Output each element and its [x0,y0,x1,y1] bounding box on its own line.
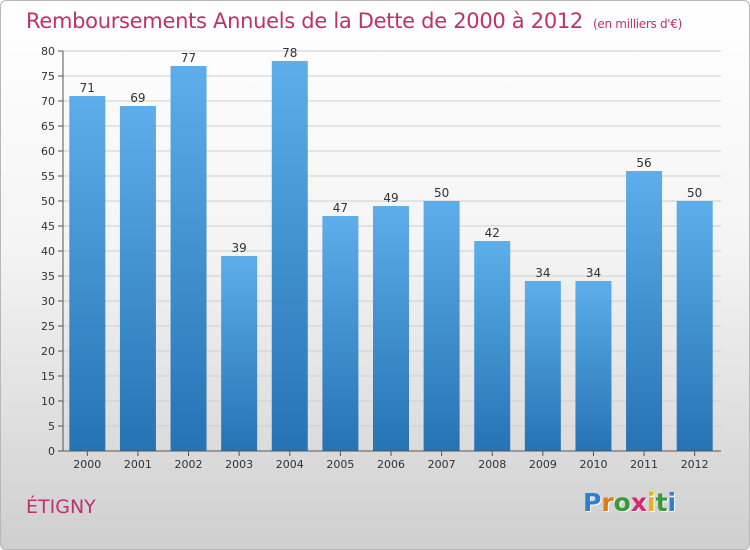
bar [676,201,713,451]
y-tick-label: 10 [41,395,55,408]
chart-subtitle: (en milliers d'€) [593,17,683,31]
y-tick-label: 75 [41,70,55,83]
y-tick-label: 55 [41,170,55,183]
x-tick-label: 2010 [579,458,607,471]
bar-value-label: 34 [535,266,550,280]
y-tick-label: 15 [41,370,55,383]
y-tick-label: 40 [41,245,55,258]
bar [221,256,258,451]
bar-value-label: 69 [130,91,145,105]
y-tick-label: 80 [41,45,55,58]
bar [170,66,207,451]
y-tick-label: 70 [41,95,55,108]
logo-letter: r [601,488,614,517]
bar [373,206,409,451]
y-tick-label: 30 [41,295,55,308]
logo-letter: o [613,488,631,517]
x-tick-label: 2008 [478,458,506,471]
bar-value-label: 56 [636,156,651,170]
bar [119,106,156,451]
x-tick-label: 2006 [377,458,405,471]
x-tick-label: 2009 [529,458,557,471]
bar-value-label: 42 [485,226,500,240]
y-tick-label: 60 [41,145,55,158]
bar-value-label: 50 [687,186,702,200]
bar [626,171,663,451]
logo-letter: i [647,488,656,517]
y-tick-label: 45 [41,220,55,233]
chart-title-text: Remboursements Annuels de la Dette de 20… [26,9,583,33]
logo-letter: x [630,488,647,517]
y-tick-label: 65 [41,120,55,133]
bar-value-label: 39 [232,241,247,255]
x-tick-label: 2007 [428,458,456,471]
commune-name: ÉTIGNY [26,496,96,518]
bar-value-label: 47 [333,201,348,215]
x-tick-label: 2003 [225,458,253,471]
bar [474,241,511,451]
bar-value-label: 49 [383,191,398,205]
axes: 0 5 10 15 20 25 30 35 40 45 50 55 60 65 70 75 80 2000 2001… [41,45,721,471]
x-tick-label: 2001 [124,458,152,471]
y-tick-label: 5 [48,420,55,433]
logo-letter: i [667,488,677,517]
y-tick-label: 20 [41,345,55,358]
bar-value-label: 34 [586,266,601,280]
logo-letter: P [583,488,602,517]
y-tick-label: 0 [48,445,55,458]
bar-value-label: 50 [434,186,449,200]
y-tick-label: 50 [41,195,55,208]
x-tick-label: 2002 [175,458,203,471]
x-tick-label: 2012 [681,458,709,471]
chart-title: Remboursements Annuels de la Dette de 20… [26,9,682,33]
bar [524,281,561,451]
x-tick-label: 2000 [73,458,101,471]
x-tick-label: 2005 [326,458,354,471]
bar-value-label: 78 [282,46,297,60]
bar [271,61,308,451]
x-tick-label: 2011 [630,458,658,471]
bar [69,96,106,451]
bar-value-label: 77 [181,51,196,65]
bar [575,281,612,451]
bar [423,201,460,451]
bar [322,216,359,451]
y-tick-label: 35 [41,270,55,283]
bar-value-label: 71 [80,81,95,95]
y-tick-label: 25 [41,320,55,333]
x-tick-label: 2004 [276,458,304,471]
proxiti-logo: Proxiti [583,488,676,517]
logo-letter: t [655,488,668,517]
bars: 71 69 77 39 78 47 49 50 42 34 34 56 50 [69,46,713,451]
